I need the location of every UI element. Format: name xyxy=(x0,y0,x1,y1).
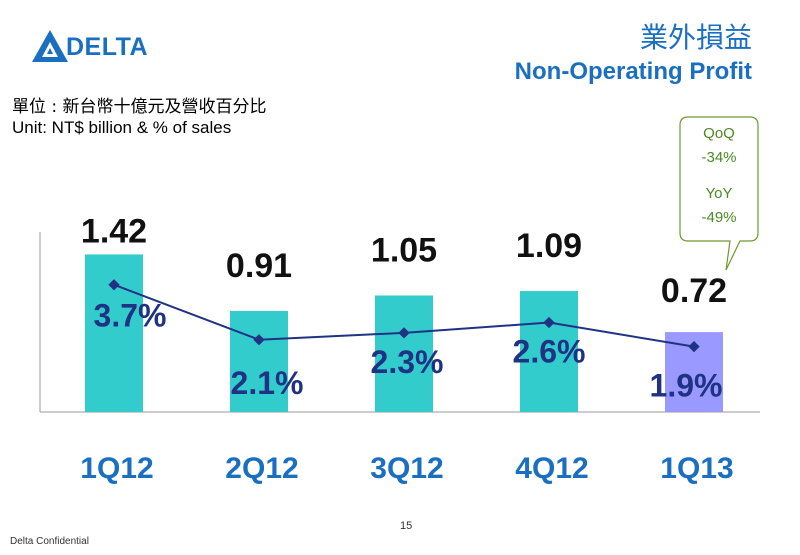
percent-label-4Q12: 2.6% xyxy=(513,334,586,370)
bar-3Q12 xyxy=(375,295,433,412)
logo-text: DELTA xyxy=(66,33,149,61)
bar-2Q12 xyxy=(230,311,288,412)
category-label-2Q12: 2Q12 xyxy=(225,452,298,485)
unit-label-en: Unit: NT$ billion & % of sales xyxy=(12,118,232,137)
yoy-label: YoY xyxy=(705,185,733,202)
unit-label-zh: 單位 : 新台幣十億元及營收百分比 xyxy=(12,97,267,117)
bar-value-label-1Q13: 0.72 xyxy=(661,272,727,310)
line-point-3Q12 xyxy=(398,327,410,339)
confidential-note: Delta Confidential xyxy=(10,536,89,547)
page-number: 15 xyxy=(400,520,413,532)
page-title-zh: 業外損益 xyxy=(639,21,752,54)
qoq-label: QoQ xyxy=(703,125,735,142)
page-title-en: Non-Operating Profit xyxy=(514,58,752,85)
growth-callout: QoQ -34% YoY -49% xyxy=(680,117,758,241)
percent-label-1Q12: 3.7% xyxy=(94,298,167,334)
percent-label-1Q13: 1.9% xyxy=(650,368,723,404)
bar-value-label-3Q12: 1.05 xyxy=(371,231,437,269)
line-point-4Q12 xyxy=(543,316,555,329)
bar-value-label-4Q12: 1.09 xyxy=(516,227,582,265)
callout-bubble xyxy=(679,116,759,271)
yoy-value: -49% xyxy=(701,209,737,226)
percent-label-3Q12: 2.3% xyxy=(371,344,444,380)
category-label-4Q12: 4Q12 xyxy=(515,452,588,485)
category-label-1Q12: 1Q12 xyxy=(80,452,153,485)
qoq-value: -34% xyxy=(701,149,737,166)
bar-value-label-1Q12: 1.42 xyxy=(81,212,147,250)
bar-value-label-2Q12: 0.91 xyxy=(226,247,292,285)
delta-logo-icon xyxy=(32,30,68,62)
line-point-2Q12 xyxy=(253,334,265,346)
percent-label-2Q12: 2.1% xyxy=(231,365,304,401)
bar-4Q12 xyxy=(520,291,578,412)
line-point-1Q13 xyxy=(688,340,700,353)
category-label-1Q13: 1Q13 xyxy=(660,452,733,485)
category-label-3Q12: 3Q12 xyxy=(370,452,443,485)
